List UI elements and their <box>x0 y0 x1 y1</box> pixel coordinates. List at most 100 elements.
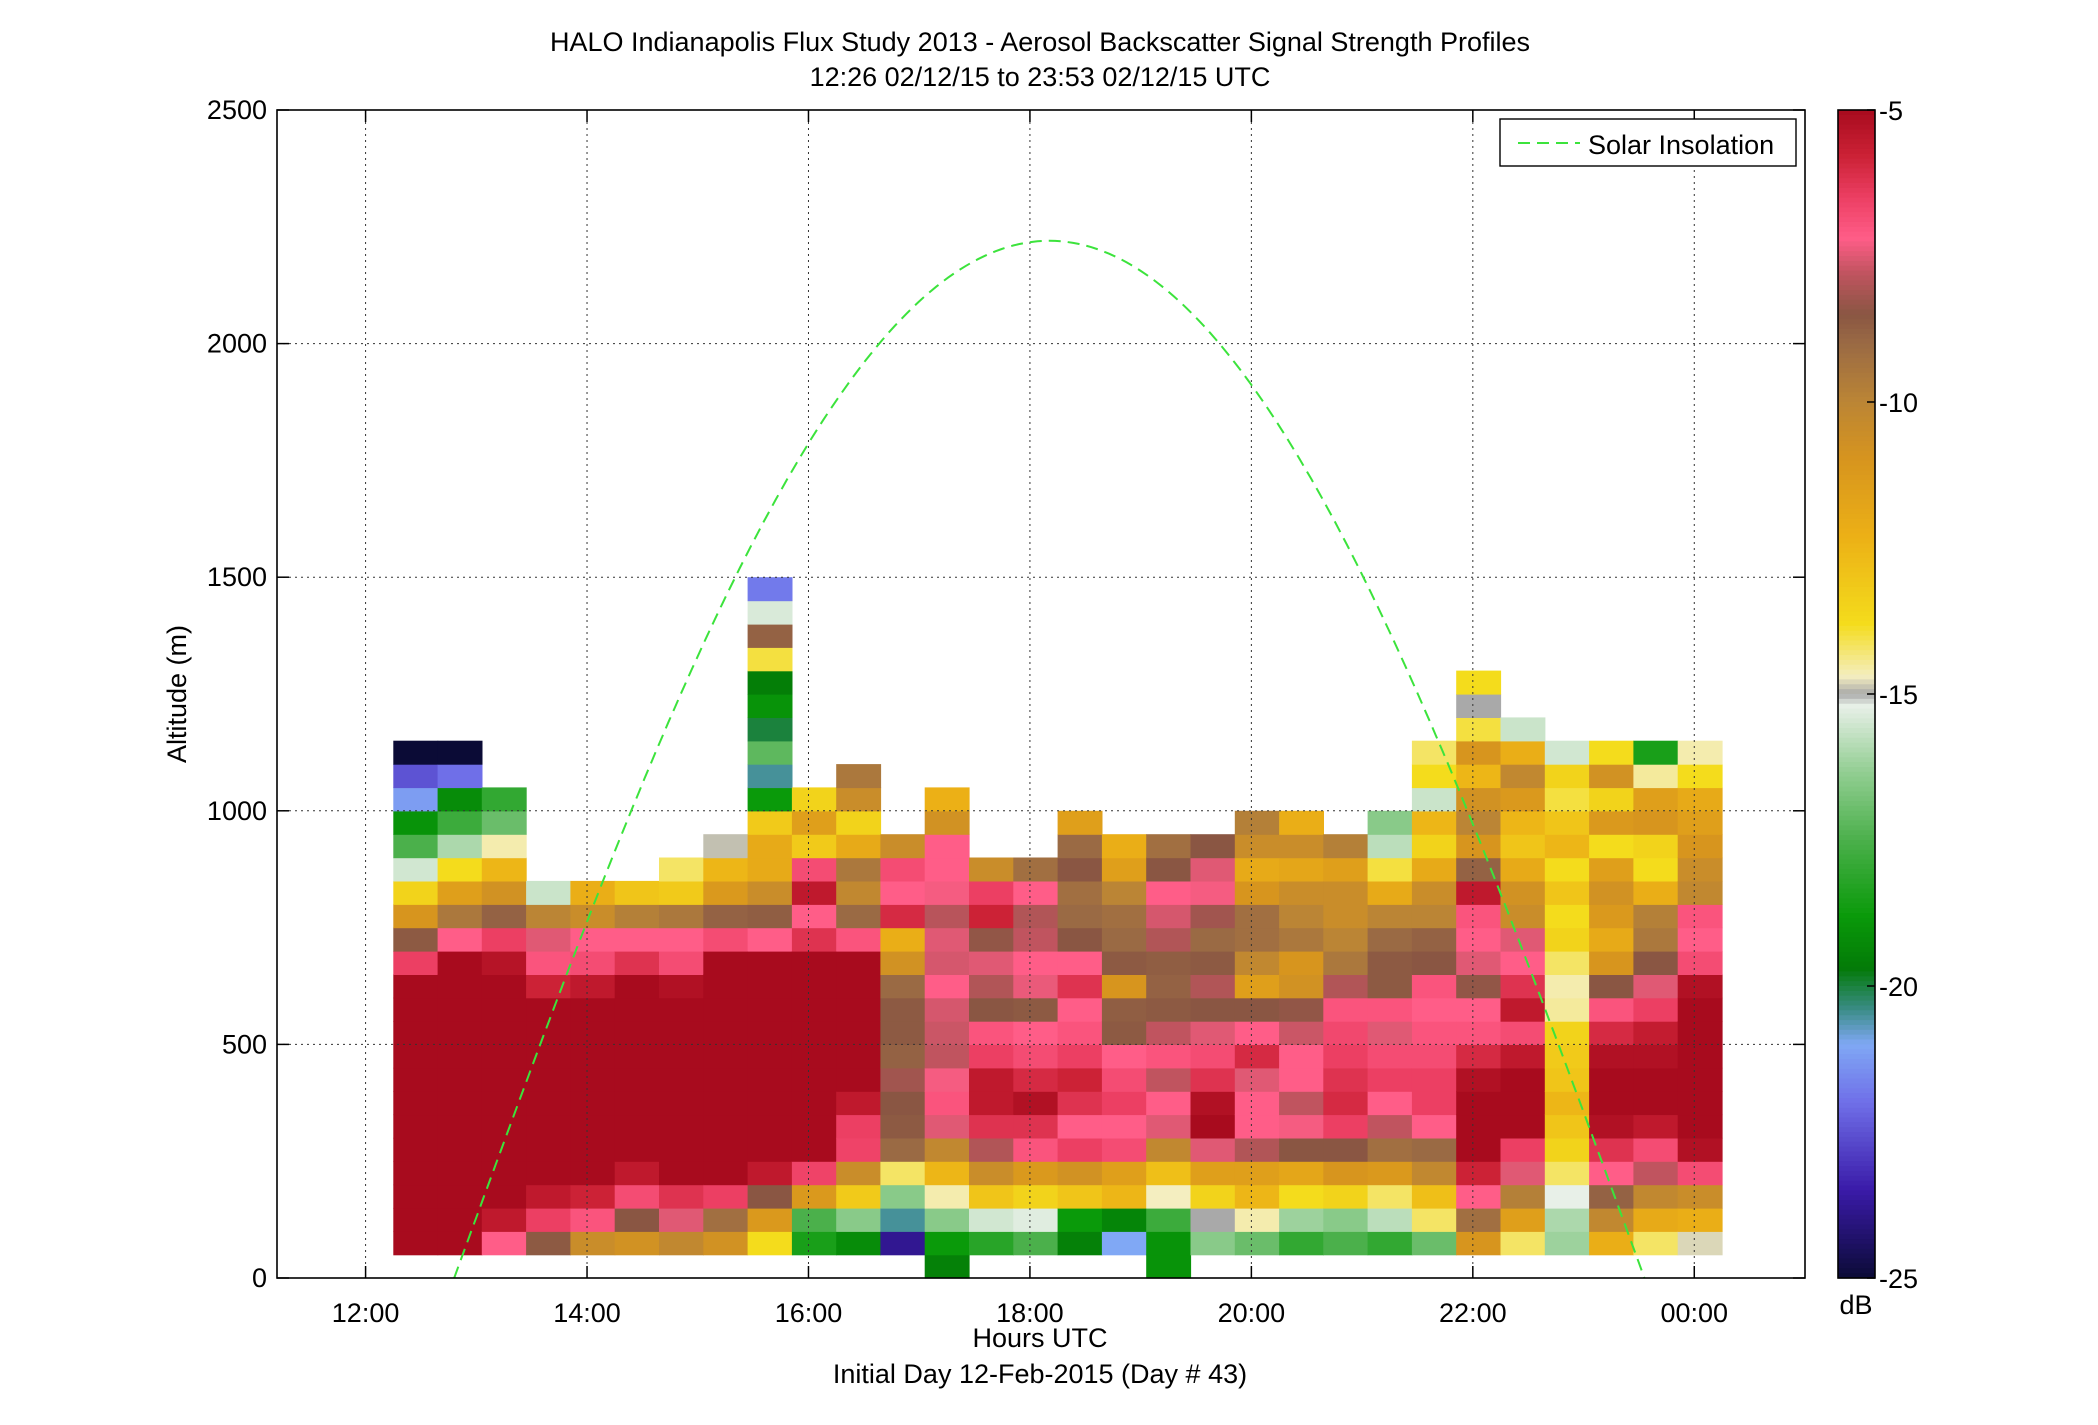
heatmap-cell <box>481 1184 527 1209</box>
heatmap-cell <box>1234 1231 1280 1256</box>
heatmap-cell <box>969 1161 1014 1186</box>
heatmap-cell <box>791 1231 837 1256</box>
colorbar-unit: dB <box>1839 1290 1872 1320</box>
heatmap-cell <box>437 974 483 999</box>
colorbar-strip <box>1838 1102 1875 1109</box>
heatmap-cell <box>1323 1207 1369 1232</box>
colorbar-strip <box>1838 1253 1875 1260</box>
heatmap-cell <box>1190 1067 1236 1092</box>
heatmap-cell <box>1367 1091 1413 1116</box>
heatmap-cell <box>481 1231 527 1256</box>
heatmap-cell <box>1544 1231 1590 1256</box>
heatmap-cell <box>1013 1114 1059 1139</box>
heatmap-cell <box>1146 904 1192 929</box>
heatmap-cell <box>1057 1231 1103 1256</box>
heatmap-cell <box>1500 1067 1546 1092</box>
heatmap-cell <box>659 1207 704 1232</box>
heatmap-cell <box>1411 1161 1457 1186</box>
heatmap-cell <box>1234 1044 1280 1069</box>
heatmap-cell <box>1279 997 1324 1022</box>
colorbar-strip <box>1838 367 1875 374</box>
colorbar-strip <box>1838 640 1875 646</box>
heatmap-cell <box>614 951 660 975</box>
heatmap-cell <box>1323 1044 1369 1069</box>
heatmap-cell <box>1456 670 1502 695</box>
heatmap-cell <box>1589 1044 1634 1069</box>
heatmap-cell <box>1367 810 1413 835</box>
heatmap-cell <box>1146 1044 1192 1069</box>
colorbar-gradient <box>1838 110 1875 1279</box>
heatmap-cell <box>1146 951 1192 975</box>
heatmap-cell <box>1057 857 1103 882</box>
heatmap-cell <box>1544 1184 1590 1209</box>
heatmap-cell <box>437 997 483 1022</box>
heatmap-cell <box>1057 880 1103 905</box>
heatmap-cell <box>1500 1207 1546 1232</box>
colorbar-strip <box>1838 801 1875 807</box>
heatmap-cell <box>1279 857 1324 882</box>
heatmap-cell <box>1411 1184 1457 1209</box>
colorbar-strip <box>1838 465 1875 471</box>
colorbar-strip <box>1838 192 1875 199</box>
heatmap-cell <box>836 927 882 952</box>
x-tick-label: 14:00 <box>553 1298 621 1328</box>
heatmap-cell <box>1013 1021 1059 1045</box>
heatmap-cell <box>1190 834 1236 859</box>
heatmap-cell <box>703 1067 749 1092</box>
heatmap-cell <box>924 857 970 882</box>
heatmap-cell <box>836 951 882 975</box>
heatmap-cell <box>1589 1231 1634 1256</box>
colorbar-strip <box>1838 178 1875 184</box>
heatmap-cell <box>1589 1137 1634 1162</box>
colorbar-strip <box>1838 1248 1875 1255</box>
colorbar-strip <box>1838 922 1875 929</box>
heatmap-cell <box>969 1091 1014 1116</box>
heatmap-cell <box>1500 1161 1546 1186</box>
colorbar-strip <box>1838 338 1875 345</box>
heatmap-cell <box>1500 1091 1546 1116</box>
heatmap-cell <box>526 904 571 929</box>
heatmap-cell <box>1190 1137 1236 1162</box>
heatmap-cell <box>1279 810 1324 835</box>
colorbar-strip <box>1838 343 1875 350</box>
heatmap-cell <box>1500 740 1546 765</box>
colorbar-tick-label: -15 <box>1879 680 1918 710</box>
colorbar-strip <box>1838 557 1875 564</box>
heatmap-cell <box>1544 1137 1590 1162</box>
heatmap-cell <box>747 787 793 812</box>
heatmap-cell <box>393 1161 439 1186</box>
heatmap-cell <box>1013 904 1059 929</box>
colorbar-strip <box>1838 1073 1875 1080</box>
colorbar-strip <box>1838 314 1875 320</box>
heatmap-cell <box>1500 717 1546 742</box>
colorbar-strip <box>1838 504 1875 510</box>
heatmap-cell <box>1677 1137 1723 1162</box>
colorbar-strip <box>1838 947 1875 953</box>
heatmap-cell <box>703 951 749 975</box>
colorbar-strip <box>1838 436 1875 442</box>
heatmap-cell <box>1367 951 1413 975</box>
colorbar: -5 -10 -15 -20 -25 dB <box>1837 96 1918 1320</box>
colorbar-strip <box>1838 776 1875 783</box>
heatmap-cell <box>526 951 571 975</box>
heatmap-cell <box>659 1091 704 1116</box>
heatmap-cell <box>791 974 837 999</box>
heatmap-cell <box>1411 904 1457 929</box>
heatmap-cell <box>526 1044 571 1069</box>
heatmap-cell <box>836 1137 882 1162</box>
colorbar-strip <box>1838 913 1875 919</box>
heatmap-cell <box>924 810 970 835</box>
colorbar-strip <box>1838 1000 1875 1007</box>
heatmap-cell <box>747 1067 793 1092</box>
colorbar-strip <box>1838 689 1875 695</box>
heatmap-cell <box>969 880 1014 905</box>
colorbar-strip <box>1838 411 1875 418</box>
heatmap-cell <box>437 1021 483 1045</box>
heatmap-cell <box>614 880 660 905</box>
heatmap-cell <box>570 904 616 929</box>
heatmap-cell <box>1456 1021 1502 1045</box>
heatmap-cell <box>1323 1091 1369 1116</box>
heatmap-cell <box>1589 834 1634 859</box>
heatmap-cell <box>1057 1091 1103 1116</box>
